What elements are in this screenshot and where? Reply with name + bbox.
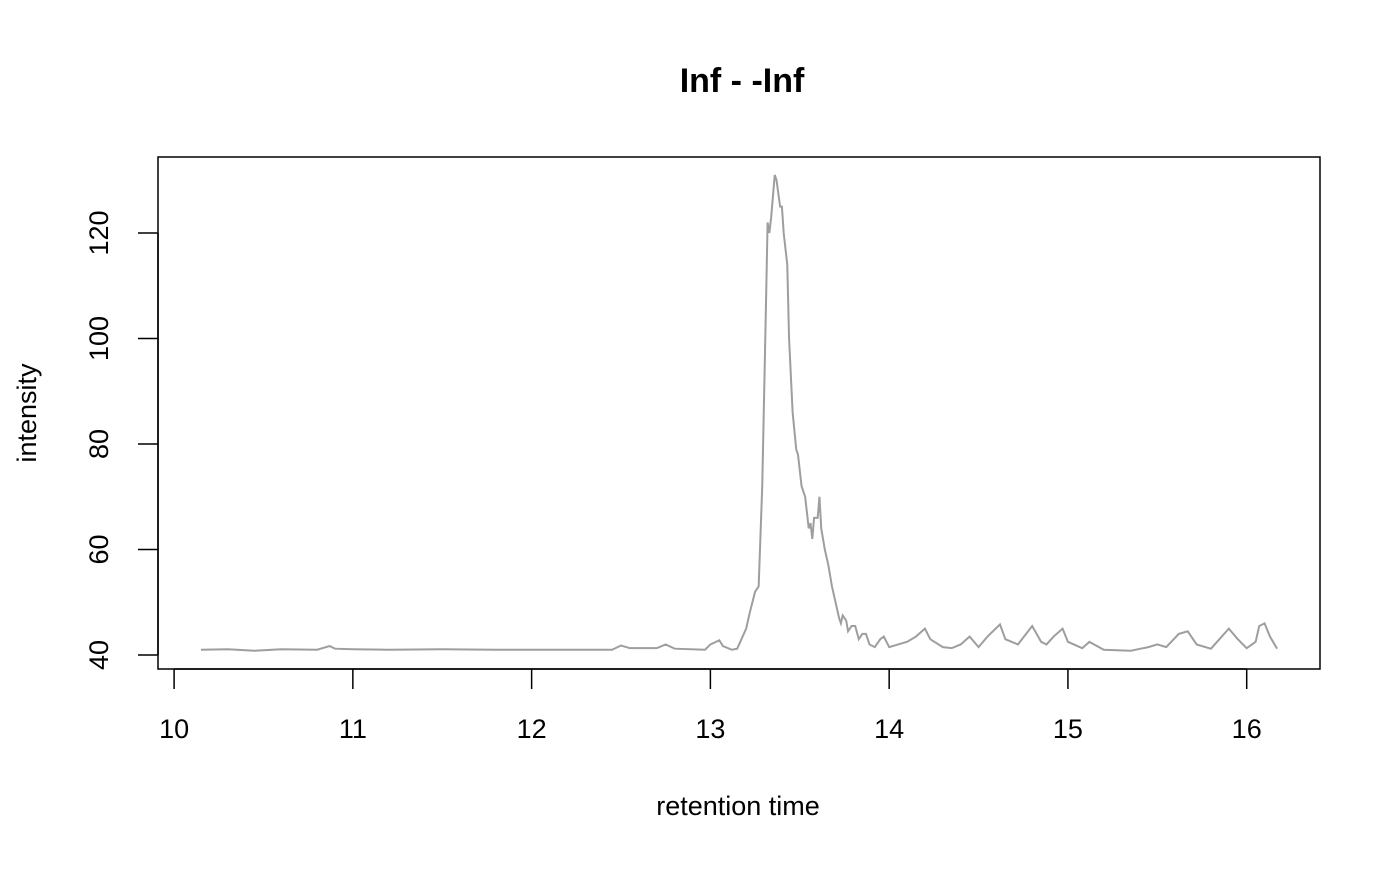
x-tick-label: 13: [695, 714, 725, 744]
x-tick-label: 11: [339, 714, 367, 744]
x-tick-label: 10: [159, 714, 189, 744]
y-tick-label: 60: [84, 534, 114, 564]
plot-frame: [157, 156, 1321, 670]
x-axis-label: retention time: [656, 791, 820, 821]
y-tick-label: 100: [84, 316, 114, 361]
data-line: [200, 174, 1278, 652]
chart-title: Inf - -Inf: [680, 62, 805, 100]
x-tick-label: 15: [1053, 714, 1083, 744]
x-tick-label: 12: [517, 714, 547, 744]
y-axis-label: intensity: [12, 363, 42, 463]
x-tick-label: 14: [874, 714, 904, 744]
y-tick-label: 40: [84, 640, 114, 670]
x-tick-label: 16: [1232, 714, 1262, 744]
y-tick-label: 120: [84, 210, 114, 255]
y-tick-label: 80: [84, 429, 114, 459]
